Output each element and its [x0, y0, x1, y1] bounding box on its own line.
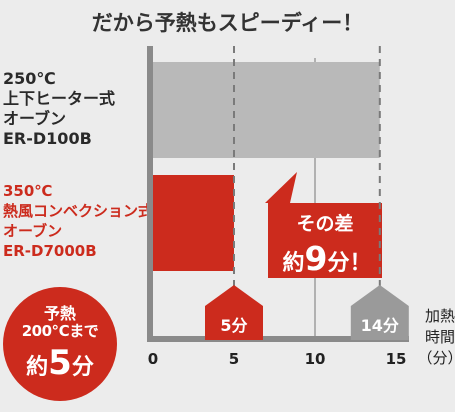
badge-suffix: 分 [71, 355, 94, 380]
x-axis-label-line: 時間 [425, 328, 455, 346]
x-tick-label-15: 15 [386, 350, 407, 368]
row-label-line: ER-D100B [3, 129, 92, 148]
callout-suffix: 分！ [327, 251, 371, 276]
difference-callout [265, 172, 382, 278]
callout-line-1: その差 [296, 212, 353, 235]
bar-er-d7000b [153, 175, 234, 271]
badge-line-1: 予熱 [43, 304, 76, 323]
callout-line-2: 約9分！ [283, 239, 372, 278]
badge-prefix: 約 [26, 355, 49, 380]
row-label-er-d100b: 250℃ 上下ヒーター式 オーブン ER-D100B [3, 69, 115, 149]
row-label-line: 250℃ [3, 69, 56, 88]
x-tick-label-0: 0 [148, 350, 158, 368]
callout-prefix: 約 [283, 250, 305, 276]
marker-5 [205, 285, 263, 340]
row-label-line: オーブン [3, 222, 63, 240]
row-label-line: ER-D7000B [3, 242, 97, 260]
row-label-line: オーブン [3, 109, 67, 128]
headline: だから予熱もスピーディー！ [91, 11, 364, 35]
row-label-line: 熱風コンベクション式 [3, 202, 154, 220]
marker-label-5: 5分 [220, 316, 247, 335]
bar-er-d100b [153, 62, 380, 158]
marker-label-14: 14分 [361, 316, 399, 335]
row-label-line: 上下ヒーター式 [3, 89, 116, 108]
callout-number: 9 [305, 239, 328, 278]
badge-line-3: 約5分 [3, 343, 117, 383]
y-axis [147, 46, 153, 342]
x-tick-label-10: 10 [305, 350, 326, 368]
x-axis-label-line: 加熱 [425, 307, 455, 325]
badge-line-2: 200℃まで [21, 322, 99, 340]
badge-number: 5 [48, 343, 72, 383]
row-label-line: 350℃ [3, 182, 53, 200]
marker-14 [350, 285, 409, 340]
x-axis [147, 336, 409, 342]
x-tick-label-5: 5 [229, 350, 239, 368]
row-label-er-d7000b: 350℃ 熱風コンベクション式 オーブン ER-D7000B [3, 181, 153, 261]
preheat-badge: 予熱 200℃まで 約5分 [3, 287, 117, 401]
x-axis-label-line: （分） [417, 349, 455, 367]
